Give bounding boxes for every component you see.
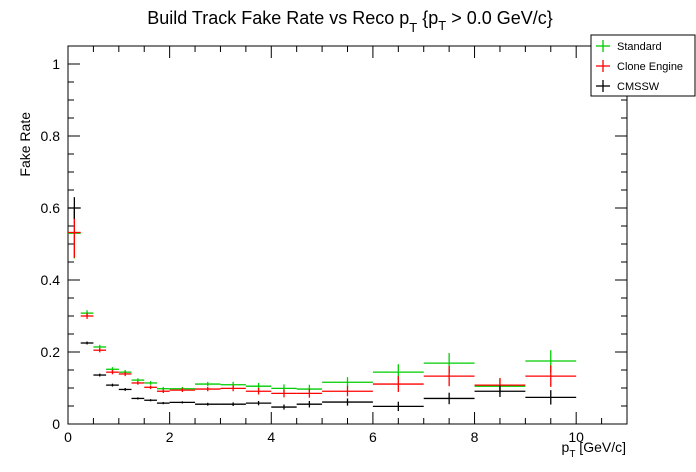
legend-item: CMSSW (596, 80, 660, 93)
data-point (131, 381, 145, 385)
data-point (525, 365, 577, 387)
data-point (118, 371, 132, 377)
y-tick-label: 1 (52, 56, 60, 72)
legend-label: Standard (617, 41, 662, 53)
data-point (169, 401, 196, 404)
data-point (68, 197, 81, 219)
data-point (245, 388, 272, 395)
x-axis-label: pT [GeV/c] (562, 439, 626, 460)
data-point (296, 389, 323, 398)
data-point (372, 401, 424, 412)
legend-label: CMSSW (617, 81, 660, 93)
data-point (271, 389, 297, 398)
data-point (156, 402, 170, 405)
data-point (93, 373, 107, 377)
data-point (372, 376, 424, 392)
y-tick-label: 0.2 (41, 344, 61, 360)
x-tick-label: 6 (369, 429, 377, 445)
data-point (144, 385, 157, 390)
data-point (195, 402, 221, 406)
data-point (474, 385, 526, 397)
data-point (322, 398, 373, 406)
data-point (245, 400, 272, 406)
x-tick-label: 2 (166, 429, 174, 445)
chart-title: Build Track Fake Rate vs Reco pT {pT > 0… (147, 8, 553, 35)
series-standard (68, 208, 577, 394)
data-point (118, 388, 132, 391)
data-point (144, 381, 157, 385)
legend-item: Standard (596, 40, 662, 53)
y-tick-label: 0.8 (41, 128, 61, 144)
data-point (144, 399, 157, 402)
legend: Standard Clone Engine CMSSW (590, 34, 696, 97)
legend-item: Clone Engine (596, 60, 683, 73)
x-tick-label: 8 (471, 429, 479, 445)
series-cmssw (68, 197, 577, 412)
data-point (525, 390, 577, 405)
data-point (423, 392, 475, 405)
data-point (220, 402, 246, 406)
x-tick-label: 4 (267, 429, 275, 445)
legend-label: Clone Engine (617, 61, 683, 73)
y-axis-label: Fake Rate (17, 112, 33, 177)
series-clone-engine (68, 207, 577, 398)
x-tick-label: 10 (568, 429, 584, 445)
data-point (296, 400, 323, 408)
data-point (106, 370, 119, 375)
data-point (80, 341, 94, 345)
data-point (93, 348, 107, 353)
data-point (220, 385, 246, 392)
data-point (169, 388, 196, 392)
data-point (195, 386, 221, 392)
y-tick-label: 0.4 (41, 272, 61, 288)
y-tick-label: 0 (52, 416, 60, 432)
y-tick-label: 0.6 (41, 200, 61, 216)
data-point (322, 377, 373, 388)
data-point (423, 366, 475, 387)
data-point (131, 397, 145, 400)
data-point (80, 313, 94, 319)
data-point (156, 389, 170, 394)
data-point (195, 381, 221, 387)
x-tick-label: 0 (64, 429, 72, 445)
data-point (271, 404, 297, 410)
plot-frame (67, 45, 628, 425)
data-point (322, 386, 373, 397)
data-point (106, 383, 119, 387)
